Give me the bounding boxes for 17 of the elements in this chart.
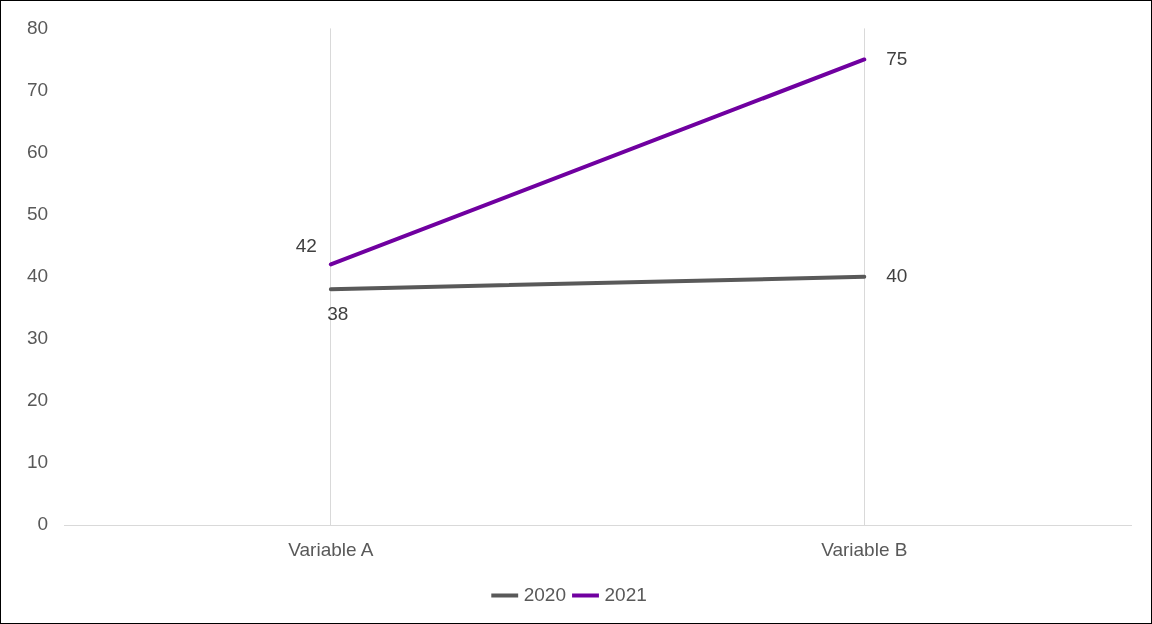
legend-label: 2021 xyxy=(604,583,647,605)
data-label: 42 xyxy=(295,235,317,257)
x-tick-label: Variable A xyxy=(288,538,374,560)
legend-label: 2020 xyxy=(523,583,567,605)
y-tick-label: 80 xyxy=(26,16,49,38)
y-tick-label: 10 xyxy=(26,451,49,473)
data-label: 40 xyxy=(886,265,908,287)
y-tick-label: 50 xyxy=(26,202,49,224)
y-tick-label: 30 xyxy=(26,327,49,349)
y-tick-label: 60 xyxy=(26,140,49,162)
y-tick-label: 0 xyxy=(37,513,49,535)
data-label: 38 xyxy=(327,302,349,324)
data-label: 75 xyxy=(886,47,908,69)
y-tick-label: 40 xyxy=(26,265,49,287)
x-tick-label: Variable B xyxy=(821,538,908,560)
y-tick-label: 70 xyxy=(26,78,49,100)
y-tick-label: 20 xyxy=(26,389,49,411)
